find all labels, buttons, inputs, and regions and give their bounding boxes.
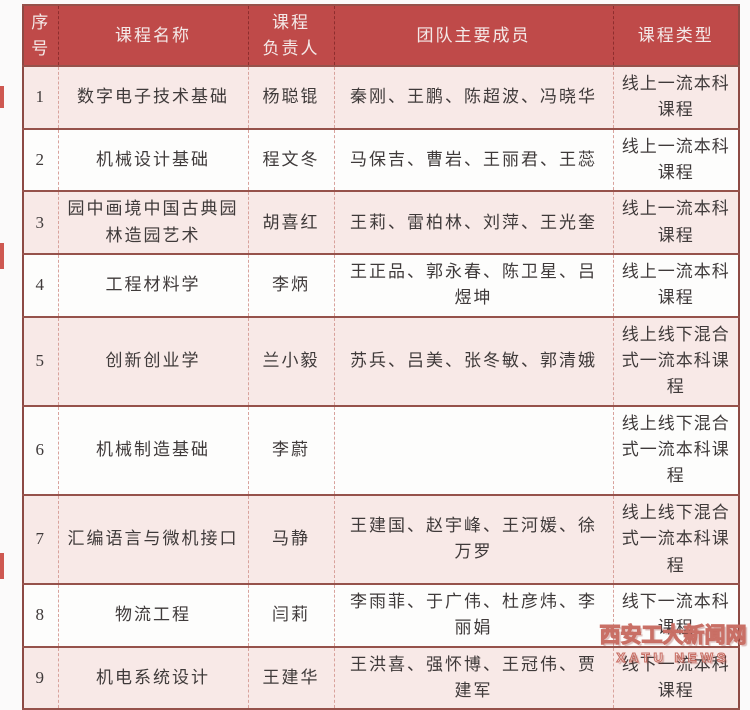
cell-course-type: 线上一流本科课程 (612, 127, 740, 193)
table-body: 1 数字电子技术基础 杨聪锟 秦刚、王鹏、陈超波、冯晓华 线上一流本科课程 2 … (22, 65, 740, 710)
cell-course-type: 线上线下混合式一流本科课程 (612, 315, 740, 407)
left-edge-red-artifact (0, 553, 4, 579)
cell-serial-number: 2 (22, 127, 59, 193)
cell-serial-number: 6 (22, 404, 59, 496)
cell-course-name: 机械制造基础 (57, 404, 249, 496)
table-row: 3 园中画境中国古典园林造园艺术 胡喜红 王莉、雷柏林、刘萍、王光奎 线上一流本… (22, 190, 740, 256)
cell-course-leader: 王建华 (247, 645, 335, 710)
cell-course-leader: 杨聪锟 (247, 65, 335, 130)
left-edge-red-artifact (0, 243, 4, 269)
cell-serial-number: 3 (22, 190, 59, 256)
header-course-name: 课程名称 (57, 4, 249, 67)
cell-course-type: 线下一流本科课程 (612, 645, 740, 710)
cell-course-leader: 李炳 (247, 253, 335, 318)
table-row: 9 机电系统设计 王建华 王洪喜、强怀博、王冠伟、贾建军 线下一流本科课程 (22, 645, 740, 710)
cell-course-name: 创新创业学 (57, 315, 249, 407)
cell-serial-number: 9 (22, 645, 59, 710)
header-serial-number: 序 号 (22, 4, 59, 67)
cell-team-members: 秦刚、王鹏、陈超波、冯晓华 (333, 65, 614, 130)
cell-team-members: 王建国、赵宇峰、王河媛、徐万罗 (333, 493, 614, 585)
table-row: 6 机械制造基础 李蔚 线上线下混合式一流本科课程 (22, 404, 740, 496)
cell-team-members: 苏兵、吕美、张冬敏、郭清娥 (333, 315, 614, 407)
table-header: 序 号 课程名称 课程 负责人 团队主要成员 课程类型 (22, 4, 740, 67)
cell-serial-number: 1 (22, 65, 59, 130)
table-row: 8 物流工程 闫莉 李雨菲、于广伟、杜彦炜、李丽娟 线下一流本科课程 (22, 582, 740, 648)
cell-team-members (333, 404, 614, 496)
cell-team-members: 王洪喜、强怀博、王冠伟、贾建军 (333, 645, 614, 710)
table-row: 2 机械设计基础 程文冬 马保吉、曹岩、王丽君、王蕊 线上一流本科课程 (22, 127, 740, 193)
cell-course-leader: 李蔚 (247, 404, 335, 496)
cell-course-type: 线上线下混合式一流本科课程 (612, 493, 740, 585)
cell-course-name: 机电系统设计 (57, 645, 249, 710)
cell-course-name: 物流工程 (57, 582, 249, 648)
table-row: 7 汇编语言与微机接口 马静 王建国、赵宇峰、王河媛、徐万罗 线上线下混合式一流… (22, 493, 740, 585)
cell-course-leader: 程文冬 (247, 127, 335, 193)
left-edge-red-artifact (0, 86, 4, 108)
cell-course-name: 园中画境中国古典园林造园艺术 (57, 190, 249, 256)
cell-course-type: 线上一流本科课程 (612, 190, 740, 256)
cell-course-name: 数字电子技术基础 (57, 65, 249, 130)
cell-course-type: 线下一流本科课程 (612, 582, 740, 648)
cell-team-members: 王莉、雷柏林、刘萍、王光奎 (333, 190, 614, 256)
cell-serial-number: 7 (22, 493, 59, 585)
header-course-leader: 课程 负责人 (247, 4, 335, 67)
cell-course-type: 线上线下混合式一流本科课程 (612, 404, 740, 496)
course-list-table: 序 号 课程名称 课程 负责人 团队主要成员 课程类型 1 数字电子技术基础 杨… (22, 4, 740, 710)
cell-course-leader: 马静 (247, 493, 335, 585)
table-row: 4 工程材料学 李炳 王正品、郭永春、陈卫星、吕煜坤 线上一流本科课程 (22, 253, 740, 318)
cell-course-leader: 闫莉 (247, 582, 335, 648)
cell-team-members: 李雨菲、于广伟、杜彦炜、李丽娟 (333, 582, 614, 648)
cell-course-leader: 兰小毅 (247, 315, 335, 407)
cell-course-type: 线上一流本科课程 (612, 253, 740, 318)
header-team-members: 团队主要成员 (333, 4, 614, 67)
cell-course-name: 工程材料学 (57, 253, 249, 318)
cell-serial-number: 5 (22, 315, 59, 407)
cell-course-name: 汇编语言与微机接口 (57, 493, 249, 585)
cell-course-type: 线上一流本科课程 (612, 65, 740, 130)
cell-team-members: 王正品、郭永春、陈卫星、吕煜坤 (333, 253, 614, 318)
cell-course-leader: 胡喜红 (247, 190, 335, 256)
cell-team-members: 马保吉、曹岩、王丽君、王蕊 (333, 127, 614, 193)
header-row: 序 号 课程名称 课程 负责人 团队主要成员 课程类型 (22, 4, 740, 67)
cell-serial-number: 8 (22, 582, 59, 648)
table-row: 1 数字电子技术基础 杨聪锟 秦刚、王鹏、陈超波、冯晓华 线上一流本科课程 (22, 65, 740, 130)
header-course-type: 课程类型 (612, 4, 740, 67)
cell-serial-number: 4 (22, 253, 59, 318)
table-row: 5 创新创业学 兰小毅 苏兵、吕美、张冬敏、郭清娥 线上线下混合式一流本科课程 (22, 315, 740, 407)
cell-course-name: 机械设计基础 (57, 127, 249, 193)
